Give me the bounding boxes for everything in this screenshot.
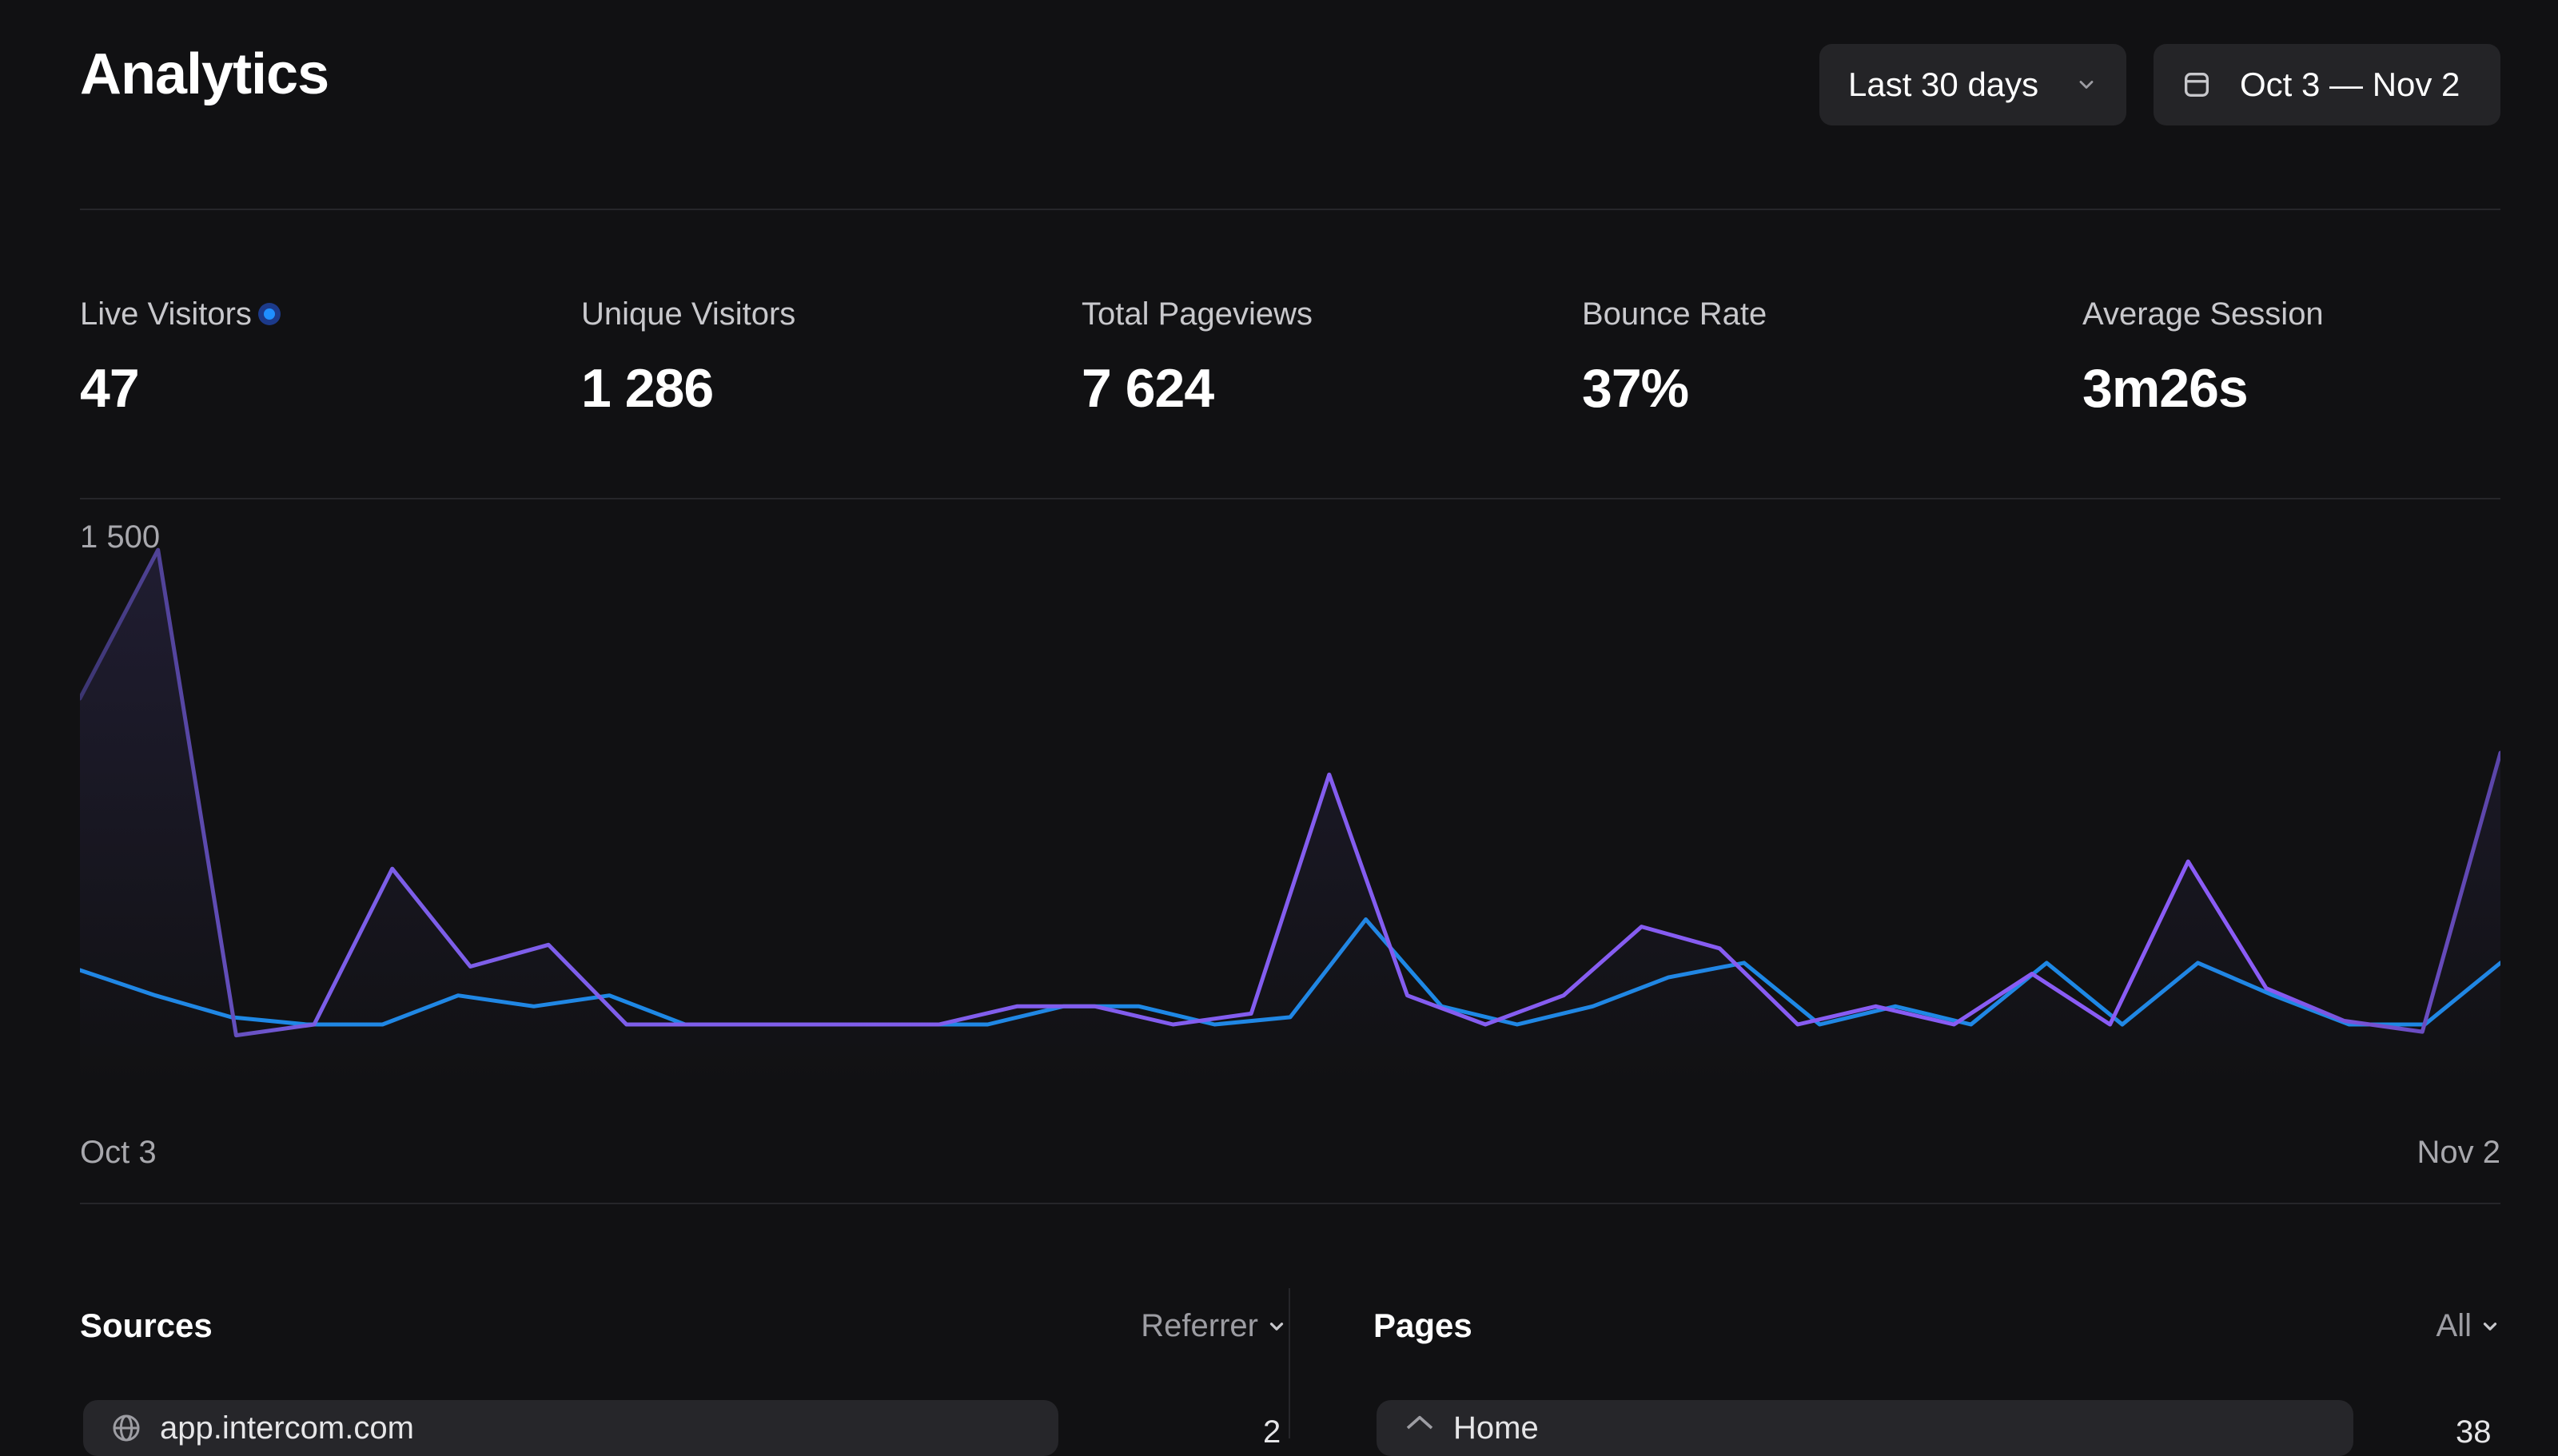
series-line-1 (80, 547, 2500, 1038)
header-divider (80, 209, 2500, 210)
source-row[interactable]: app.intercom.com (83, 1400, 1058, 1456)
chart-canvas (80, 547, 2500, 1087)
live-indicator-icon (257, 303, 281, 325)
stat-total-pageviews: Total Pageviews 7 624 (1082, 292, 1529, 420)
x-axis-end-label: Nov 2 (2417, 1135, 2501, 1170)
y-axis-max-label: 1 500 (80, 519, 161, 555)
stat-unique-visitors: Unique Visitors 1 286 (581, 292, 1029, 420)
chevron-down-icon (2075, 74, 2098, 96)
series-area (80, 550, 2500, 1087)
chevron-down-icon (1266, 1316, 1287, 1337)
source-count: 2 (1263, 1414, 1281, 1450)
stat-value: 1 286 (581, 358, 714, 419)
date-range-button[interactable]: Oct 3 — Nov 2 (2154, 44, 2500, 125)
stat-label: Unique Visitors (581, 296, 796, 332)
stat-label: Total Pageviews (1082, 296, 1313, 332)
stat-label: Average Session (2082, 296, 2324, 332)
home-icon (1404, 1412, 1436, 1444)
visitors-chart: 1 500 Oct 3 Nov 2 (80, 495, 2500, 1199)
source-label: app.intercom.com (160, 1410, 414, 1446)
sources-filter-label: Referrer (1141, 1308, 1258, 1343)
pages-title: Pages (1373, 1307, 1472, 1344)
stat-label: Live Visitors (80, 296, 252, 332)
page-title: Analytics (80, 42, 329, 106)
x-axis-start-label: Oct 3 (80, 1135, 157, 1170)
pages-filter-label: All (2436, 1308, 2472, 1343)
chart-divider (80, 1203, 2500, 1204)
chevron-down-icon (2480, 1316, 2500, 1337)
globe-icon (110, 1412, 142, 1444)
panel-divider (1289, 1288, 1290, 1438)
stat-bounce-rate: Bounce Rate 37% (1582, 292, 2030, 420)
pages-filter-dropdown[interactable]: All (2436, 1308, 2500, 1344)
page-row[interactable]: Home (1377, 1400, 2353, 1456)
stats-divider (80, 498, 2500, 499)
stat-value: 7 624 (1082, 358, 1214, 419)
date-range-label: Oct 3 — Nov 2 (2240, 66, 2460, 103)
stat-value: 47 (80, 358, 140, 419)
calendar-icon (2181, 69, 2213, 101)
page-label: Home (1453, 1410, 1539, 1446)
sources-filter-dropdown[interactable]: Referrer (1141, 1308, 1287, 1344)
analytics-page: Analytics Last 30 days Oct 3 — Nov 2 Liv… (80, 0, 2500, 1456)
stat-live-visitors: Live Visitors 47 (80, 292, 528, 420)
sources-title: Sources (80, 1307, 213, 1344)
page-count: 38 (2456, 1414, 2492, 1450)
stat-value: 3m26s (2082, 358, 2249, 419)
stat-average-session: Average Session 3m26s (2082, 292, 2530, 420)
stat-value: 37% (1582, 358, 1689, 419)
range-dropdown-label: Last 30 days (1848, 66, 2039, 103)
range-dropdown[interactable]: Last 30 days (1819, 44, 2126, 125)
stat-label: Bounce Rate (1582, 296, 1767, 332)
